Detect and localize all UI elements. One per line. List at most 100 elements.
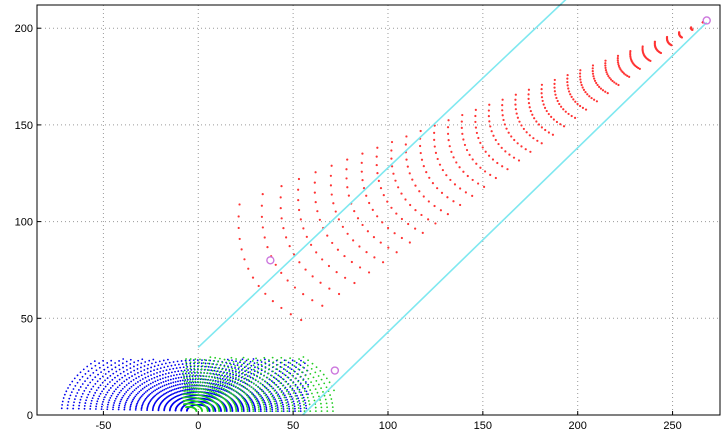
blue-point [213,386,216,389]
blue-point [304,402,307,404]
green-point [237,378,240,381]
green-point [248,375,251,377]
green-point [303,410,306,413]
blue-point [113,382,116,385]
blue-point [175,391,178,394]
blue-point [229,376,232,379]
green-point [213,391,216,394]
blue-point [175,367,178,370]
green-point [228,396,231,399]
red-point [604,90,607,93]
green-point [260,368,263,371]
blue-point [248,396,251,399]
green-point [224,388,227,391]
blue-point [173,388,176,391]
blue-point [299,407,302,410]
blue-point [156,375,159,378]
red-point [629,55,632,58]
blue-point [87,384,89,387]
green-point [230,392,232,395]
blue-point [125,399,128,402]
blue-point [96,380,99,383]
blue-point [133,389,136,392]
green-point [255,384,258,387]
red-point [381,261,385,264]
blue-point [174,380,177,383]
red-point [527,88,531,91]
green-point [318,395,320,398]
blue-point [134,373,136,376]
green-point [209,383,212,385]
blue-point [73,401,75,404]
green-point [186,386,189,389]
blue-point [118,384,121,387]
blue-point [113,399,116,402]
blue-point [106,362,109,364]
green-point [264,394,267,397]
blue-point [265,405,267,407]
blue-point [99,377,102,380]
red-point [350,260,353,264]
blue-point [183,376,185,378]
blue-point [280,399,283,402]
green-point [263,374,266,377]
blue-point [118,368,121,371]
green-point [286,383,289,386]
blue-point [229,372,232,375]
red-point [446,126,450,129]
green-point [324,398,327,401]
blue-point [283,394,286,397]
green-point [240,405,243,408]
red-point [490,130,493,133]
blue-point [133,361,136,364]
blue-point [181,382,184,385]
green-point [283,373,286,376]
blue-point [298,399,300,402]
red-point [297,188,300,191]
blue-point [125,401,127,404]
blue-point [175,387,178,390]
green-point [189,367,192,370]
green-point [301,371,303,374]
blue-point [221,384,224,387]
green-point [260,372,262,375]
green-point [239,402,242,405]
red-point [405,158,408,161]
blue-point [304,362,306,365]
blue-point [243,366,246,369]
blue-point [148,394,151,396]
blue-point [254,366,256,369]
green-point [302,379,305,382]
green-point [241,384,244,387]
blue-point [230,366,233,368]
red-point [360,170,363,173]
red-point [447,119,450,122]
green-point [251,404,254,407]
blue-point [140,362,143,365]
red-point [286,279,289,282]
green-point [305,393,308,396]
green-point [189,364,192,367]
green-point [254,398,257,401]
blue-point [78,401,81,404]
blue-point [278,395,281,398]
green-point [291,374,294,377]
green-point [306,396,309,399]
blue-point [242,362,245,365]
green-point [309,373,312,375]
blue-point [109,397,112,399]
blue-point [260,361,263,363]
green-point [326,406,329,409]
red-point [347,194,350,197]
blue-point [154,394,157,397]
red-point [395,251,398,254]
green-point [257,404,260,407]
green-point [234,390,237,393]
blue-point [80,395,83,398]
blue-point [76,374,79,377]
blue-point [154,380,157,383]
blue-point [86,377,89,380]
red-point [591,67,594,70]
red-point [387,246,390,249]
green-point [205,392,208,395]
